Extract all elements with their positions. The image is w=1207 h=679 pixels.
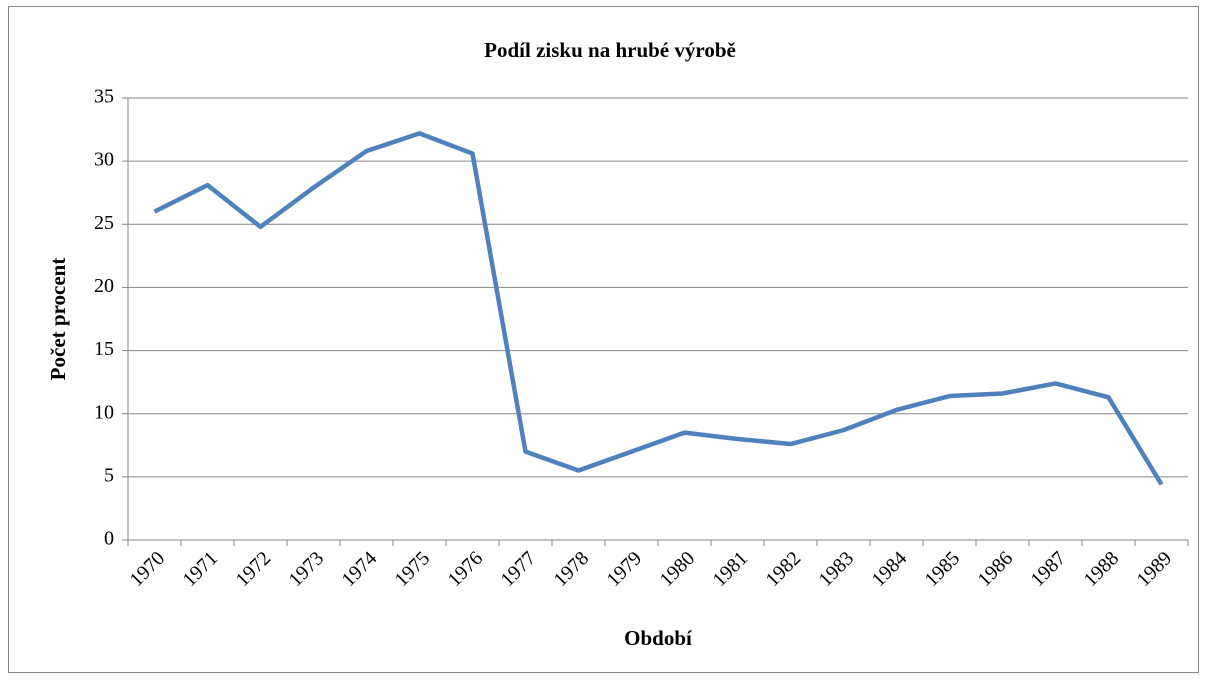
chart-title: Podíl zisku na hrubé výrobě bbox=[484, 38, 736, 62]
data-line bbox=[153, 131, 1164, 486]
y-tick-label: 5 bbox=[104, 464, 114, 486]
y-tick-label: 25 bbox=[94, 212, 114, 234]
y-tick-label: 20 bbox=[94, 275, 114, 297]
y-tick-label: 15 bbox=[94, 338, 114, 360]
y-tick-label: 10 bbox=[94, 401, 114, 423]
y-tick-label: 0 bbox=[104, 528, 114, 550]
y-tick-label: 30 bbox=[94, 149, 114, 171]
y-tick-label: 35 bbox=[94, 86, 114, 108]
chart-frame bbox=[8, 6, 1199, 673]
y-axis-label: Počet procent bbox=[46, 258, 70, 381]
x-axis-label: Období bbox=[624, 626, 693, 650]
